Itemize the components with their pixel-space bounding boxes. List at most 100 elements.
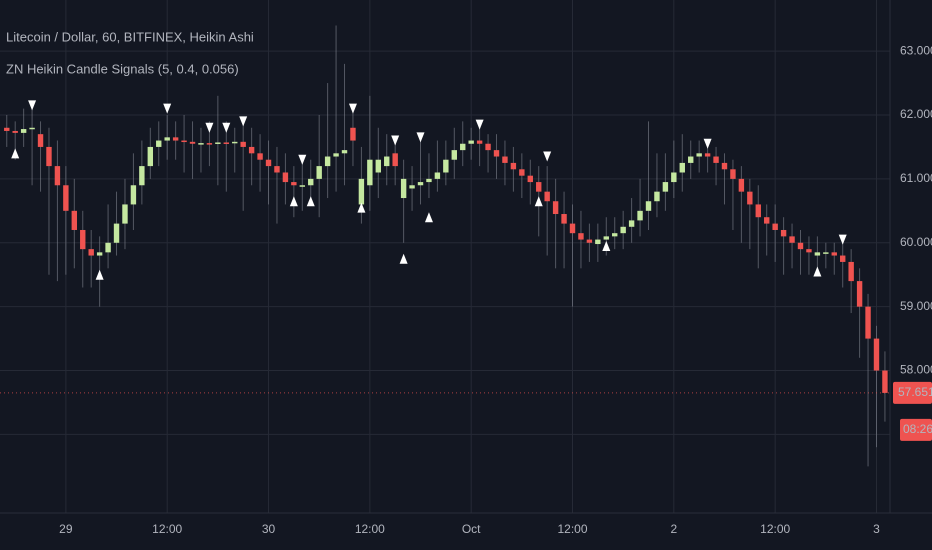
candle-body	[4, 127, 10, 131]
candle-body	[12, 130, 18, 133]
candle-body	[232, 141, 238, 144]
last-price-tag	[893, 381, 932, 404]
candle-body	[443, 159, 449, 173]
candle-body	[789, 236, 795, 243]
sell-signal	[222, 122, 231, 133]
candle-body	[586, 239, 593, 243]
candle-body	[29, 127, 35, 130]
x-tick-label: 12:00	[760, 522, 790, 536]
candle-body	[291, 182, 297, 186]
candle-body	[671, 172, 677, 183]
y-tick-label: 62.000	[900, 107, 932, 121]
buy-signal	[306, 196, 315, 207]
candle-body	[502, 156, 508, 163]
candle-body	[308, 178, 314, 186]
candle-body	[578, 233, 584, 240]
candle-body	[645, 201, 652, 211]
candle-body	[265, 159, 272, 167]
x-tick-label: Oct	[462, 522, 481, 536]
x-tick-label: 12:00	[152, 522, 182, 536]
sell-signal	[239, 116, 248, 127]
candle-body	[384, 156, 390, 167]
candle-body	[375, 159, 381, 173]
chart-title: Litecoin / Dollar, 60, BITFINEX, Heikin …	[6, 29, 254, 44]
candle-body	[316, 166, 322, 179]
candle-body	[468, 140, 474, 144]
candle-body	[189, 141, 196, 144]
candle-body	[713, 156, 719, 163]
x-tick-label: 30	[262, 522, 276, 536]
sell-signal	[838, 234, 847, 245]
buy-signal	[11, 148, 20, 159]
candle-body	[595, 239, 601, 245]
y-tick-label: 59.000	[900, 299, 932, 313]
buy-signal	[813, 266, 822, 277]
y-tick-label: 61.000	[900, 171, 932, 185]
candle-body	[333, 153, 339, 157]
candle-body	[37, 134, 44, 147]
plot	[4, 25, 888, 467]
candle-body	[400, 178, 407, 199]
y-tick-label: 63.000	[900, 43, 932, 57]
candle-body	[840, 255, 846, 262]
x-tick-label: 2	[670, 522, 677, 536]
candle-body	[848, 261, 854, 282]
candle-body	[654, 191, 660, 202]
candle-body	[80, 229, 86, 250]
candle-body	[612, 233, 618, 237]
sell-signal	[475, 119, 484, 130]
y-tick-label: 60.000	[900, 235, 932, 249]
candle-body	[552, 201, 559, 215]
candle-body	[721, 162, 728, 170]
candle-body	[63, 185, 69, 211]
candle-body	[603, 236, 609, 240]
candle-body	[476, 140, 483, 144]
candle-body	[797, 242, 804, 250]
candle-body	[527, 175, 533, 183]
candle-body	[510, 162, 517, 170]
candle-body	[417, 182, 424, 186]
candle-body	[882, 370, 888, 393]
sell-signal	[205, 122, 214, 133]
candle-body	[679, 162, 685, 173]
sell-signal	[416, 132, 425, 143]
sell-signal	[543, 151, 552, 162]
candle-body	[240, 141, 246, 147]
candle-body	[637, 210, 643, 221]
candle-body	[71, 210, 78, 230]
candle-body	[628, 220, 635, 227]
candle-body	[544, 191, 550, 202]
sell-signal	[391, 135, 400, 146]
candle-body	[358, 178, 365, 205]
candle-body	[299, 185, 305, 187]
buy-signal	[357, 202, 366, 213]
buy-signal	[399, 253, 408, 264]
candle-body	[772, 223, 778, 230]
candle-body	[367, 159, 373, 186]
candle-body	[814, 252, 821, 256]
x-tick-label: 29	[59, 522, 73, 536]
candle-body	[806, 249, 812, 253]
candle-body	[350, 127, 356, 141]
candle-body	[324, 156, 331, 167]
candle-body	[561, 214, 567, 224]
candle-body	[451, 150, 457, 160]
sell-signal	[28, 100, 37, 111]
candle-body	[257, 153, 263, 160]
buy-signal	[602, 240, 611, 251]
candle-body	[519, 169, 525, 176]
candle-body	[172, 137, 179, 141]
last-price-label: 57.651	[898, 385, 932, 399]
candle-body	[730, 169, 736, 179]
candle-body	[409, 185, 415, 189]
candle-body	[46, 146, 52, 167]
buy-signal	[289, 196, 298, 207]
candle-body	[274, 166, 280, 173]
candle-body	[747, 191, 753, 205]
candle-body	[569, 223, 576, 234]
countdown-tag	[900, 418, 932, 441]
candle-body	[198, 143, 204, 145]
candle-body	[248, 146, 255, 154]
